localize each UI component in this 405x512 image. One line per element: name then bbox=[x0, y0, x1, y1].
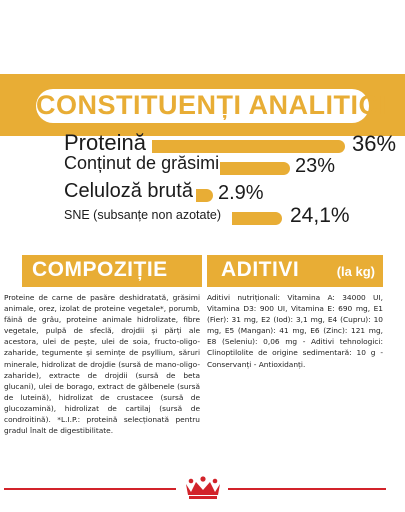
footer-rule-left bbox=[4, 488, 176, 490]
header-pill bbox=[36, 89, 369, 123]
row-label: Celuloză brută bbox=[64, 180, 193, 202]
row-value: 24,1% bbox=[290, 204, 350, 227]
row-label: Conținut de grăsimi bbox=[64, 153, 220, 173]
additives-header: ADITIVI (la kg) bbox=[207, 255, 383, 287]
value-bar bbox=[196, 189, 213, 202]
footer-rule-right bbox=[228, 488, 386, 490]
row-value: 23% bbox=[295, 155, 336, 177]
composition-header: COMPOZIȚIE bbox=[22, 255, 202, 287]
value-bar bbox=[232, 212, 282, 225]
composition-text: Proteine de carne de pasăre deshidratată… bbox=[4, 293, 200, 436]
value-bar bbox=[220, 162, 290, 175]
additives-title: ADITIVI bbox=[221, 258, 300, 281]
row-label: SNE (subsanțe non azotate) bbox=[64, 208, 222, 222]
page-title: CONSTITUENȚI ANALITICI bbox=[36, 90, 387, 120]
row-value: 36% bbox=[352, 131, 397, 156]
value-bar bbox=[152, 140, 345, 153]
additives-unit: (la kg) bbox=[336, 264, 375, 279]
royal-canin-crown-logo-icon bbox=[186, 476, 220, 499]
additives-text: Aditivi nutriționali: Vitamina A: 34000 … bbox=[207, 293, 383, 369]
row-value: 2.9% bbox=[218, 182, 264, 204]
row-label: Proteină bbox=[64, 130, 146, 155]
composition-title: COMPOZIȚIE bbox=[32, 258, 168, 281]
